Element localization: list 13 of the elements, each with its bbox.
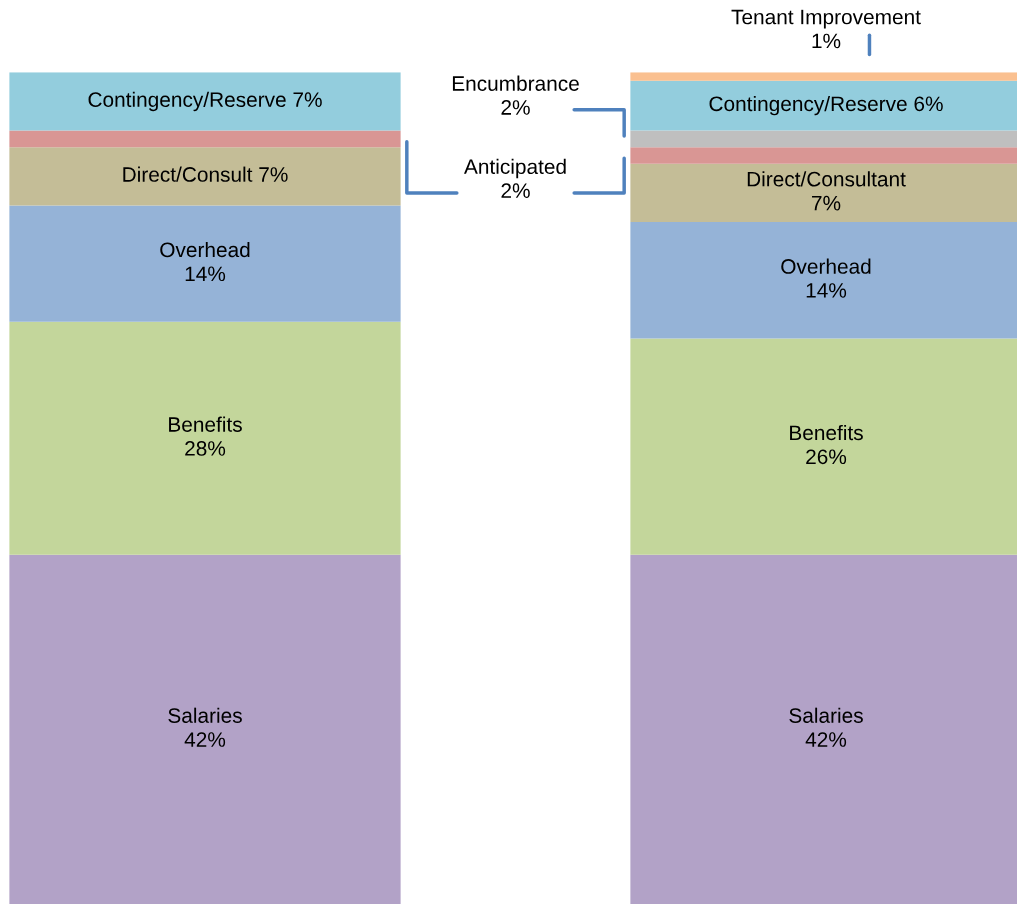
data-label: Contingency/Reserve 6% — [709, 95, 943, 116]
data-label: Benefits 28% — [169, 416, 242, 456]
data-label: Contingency/Reserve 7% — [88, 91, 322, 112]
data-label: Benefits 26% — [790, 424, 863, 465]
data-label: Overhead 14% — [160, 241, 250, 282]
data-label: Direct/Consultant 7% — [747, 171, 906, 211]
data-label: Encumbrance 2% — [452, 75, 579, 115]
data-label: Salaries 42% — [789, 707, 863, 747]
data-label: Direct/Consult 7% — [123, 166, 288, 182]
data-label: Salaries 42% — [168, 707, 242, 747]
data-label: Overhead 14% — [781, 258, 871, 298]
data-label: Tenant Improvement 1% — [731, 9, 921, 49]
data-label: Anticipated 2% — [464, 158, 566, 198]
